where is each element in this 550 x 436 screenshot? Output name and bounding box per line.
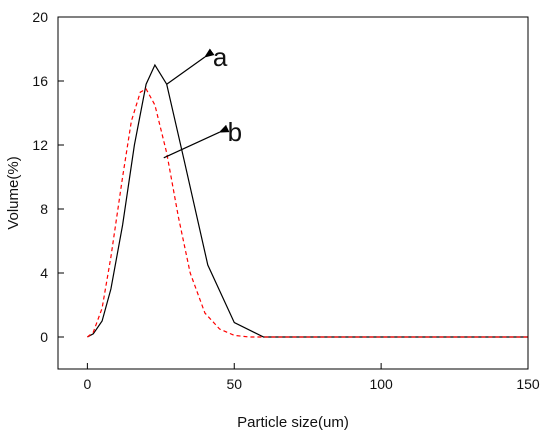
x-tick-label: 100 (369, 376, 393, 392)
series-layer (87, 63, 528, 338)
x-axis-title: Particle size(um) (237, 414, 349, 431)
y-tick-label: 12 (32, 137, 48, 153)
plot-frame (57, 16, 529, 370)
y-tick-label: 16 (32, 73, 48, 89)
y-tick-label: 4 (40, 265, 48, 281)
x-tick-label: 0 (83, 376, 91, 392)
x-tick-label: 150 (516, 376, 540, 392)
annotation-arrow-b (163, 124, 230, 159)
y-axis-title: Volume(%) (5, 156, 22, 229)
annotation-arrow-a (166, 48, 215, 85)
axis-ticks: 0 50 100 150 0 4 8 12 16 20 (32, 9, 539, 392)
y-tick-label: 0 (40, 329, 48, 345)
annotation-label-b: b (228, 117, 242, 147)
annotations-layer: ab (163, 42, 242, 159)
annotation-label-a: a (213, 42, 228, 72)
y-tick-label: 20 (32, 9, 48, 25)
x-tick-label: 50 (226, 376, 242, 392)
series-line-a (87, 63, 528, 338)
series-line-b (87, 88, 528, 338)
y-tick-label: 8 (40, 201, 48, 217)
